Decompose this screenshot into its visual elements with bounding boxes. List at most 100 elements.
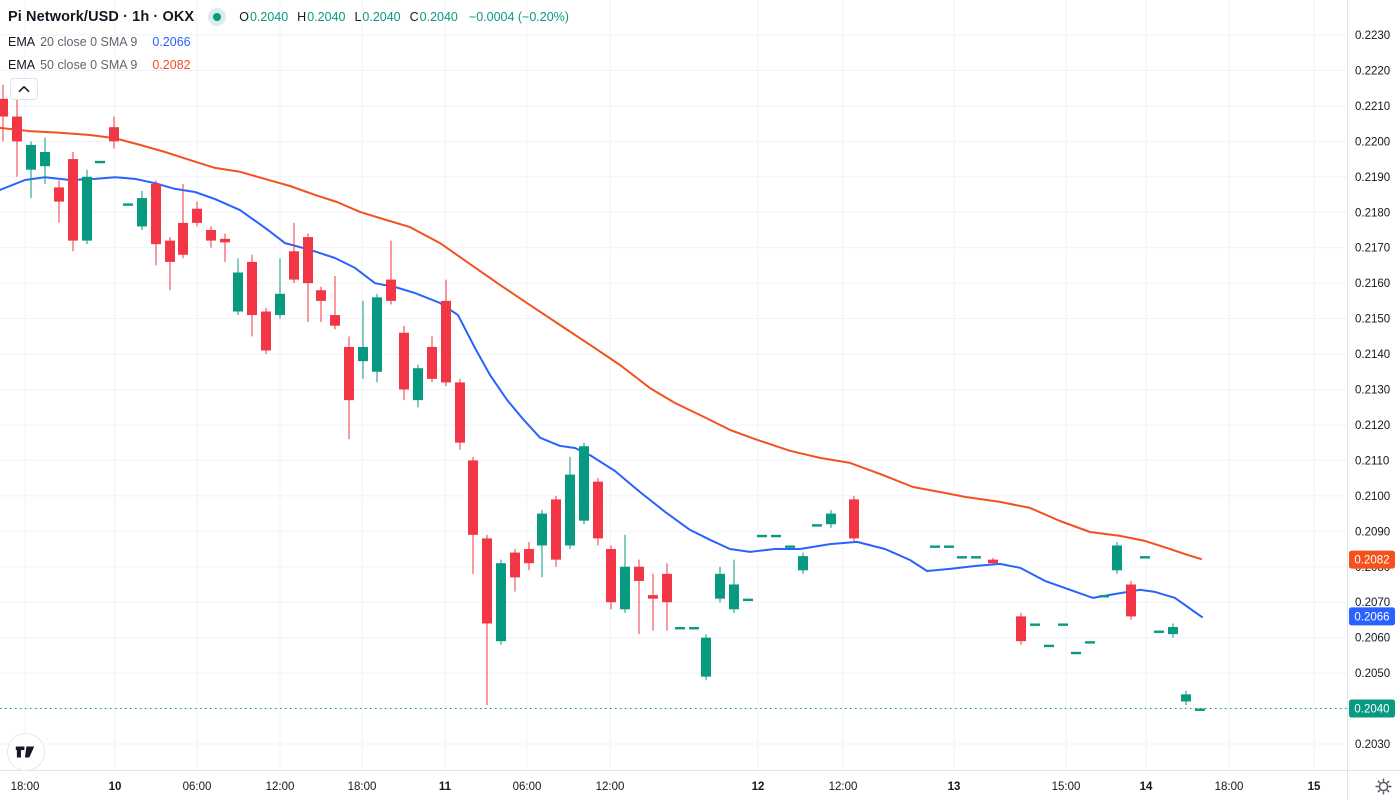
price-tick-label: 0.2210 bbox=[1355, 101, 1390, 113]
candle bbox=[957, 556, 967, 559]
ohlc-open: O0.2040 bbox=[239, 9, 289, 24]
time-tick-label: 14 bbox=[1140, 781, 1153, 793]
candle bbox=[1016, 616, 1026, 642]
candle bbox=[1195, 708, 1205, 711]
candle bbox=[1058, 623, 1068, 626]
axis-settings-button[interactable] bbox=[1374, 777, 1392, 795]
candle bbox=[26, 144, 36, 170]
price-tick-label: 0.2160 bbox=[1355, 278, 1390, 290]
candle bbox=[785, 545, 795, 548]
candle bbox=[1181, 694, 1191, 702]
candle bbox=[1168, 627, 1178, 635]
candle bbox=[95, 160, 105, 164]
candle bbox=[303, 237, 313, 284]
candle bbox=[482, 538, 492, 624]
candle bbox=[206, 229, 216, 241]
price-change: −0.0004 (−0.20%) bbox=[468, 9, 569, 24]
ohlc-low: L0.2040 bbox=[354, 9, 401, 24]
ohlc-close: C0.2040 bbox=[409, 9, 458, 24]
candle bbox=[648, 595, 658, 599]
time-tick-label: 18:00 bbox=[1215, 781, 1244, 793]
candle bbox=[413, 368, 423, 401]
candle bbox=[247, 261, 257, 316]
time-axis[interactable] bbox=[0, 770, 1400, 800]
time-tick-label: 18:00 bbox=[11, 781, 40, 793]
candles bbox=[0, 84, 1205, 711]
price-tick-label: 0.2130 bbox=[1355, 385, 1390, 397]
candle bbox=[988, 559, 998, 564]
candle bbox=[289, 251, 299, 280]
market-status-icon bbox=[208, 7, 227, 26]
candle bbox=[798, 556, 808, 571]
price-badge: 0.2082 bbox=[1349, 550, 1395, 569]
candle bbox=[1099, 595, 1109, 598]
time-tick-label: 12:00 bbox=[829, 781, 858, 793]
candle bbox=[1085, 641, 1095, 644]
svg-text:0.2082: 0.2082 bbox=[1354, 555, 1389, 567]
legend-collapse-button[interactable] bbox=[10, 78, 38, 100]
price-tick-label: 0.2050 bbox=[1355, 668, 1390, 680]
candle bbox=[386, 279, 396, 301]
indicator-ema20[interactable]: EMA 20 close 0 SMA 9 0.2066 bbox=[8, 34, 191, 49]
candle bbox=[715, 573, 725, 599]
price-tick-label: 0.2170 bbox=[1355, 243, 1390, 255]
candle bbox=[68, 159, 78, 241]
candle bbox=[233, 272, 243, 312]
time-tick-label: 18:00 bbox=[348, 781, 377, 793]
candle bbox=[971, 556, 981, 559]
candle bbox=[1154, 630, 1164, 633]
candle bbox=[427, 346, 437, 379]
grid bbox=[0, 0, 1347, 770]
candle bbox=[468, 460, 478, 535]
price-tick-label: 0.2110 bbox=[1355, 455, 1389, 467]
candle bbox=[82, 176, 92, 241]
candle bbox=[316, 290, 326, 301]
candle bbox=[689, 627, 699, 630]
candle bbox=[0, 98, 8, 117]
price-tick-label: 0.2120 bbox=[1355, 420, 1390, 432]
candle bbox=[220, 238, 230, 243]
candle bbox=[701, 637, 711, 677]
time-tick-label: 11 bbox=[439, 781, 452, 793]
indicator-ema20-value: 0.2066 bbox=[152, 34, 191, 49]
svg-text:0.2066: 0.2066 bbox=[1354, 611, 1389, 623]
candle bbox=[524, 549, 534, 564]
price-tick-label: 0.2230 bbox=[1355, 30, 1390, 42]
indicator-ema50-value: 0.2082 bbox=[152, 57, 191, 72]
price-tick-label: 0.2180 bbox=[1355, 207, 1390, 219]
candle bbox=[261, 311, 271, 351]
price-badge: 0.2040 bbox=[1349, 699, 1395, 718]
ohlc-readout: O0.2040 H0.2040 L0.2040 C0.2040 −0.0004 … bbox=[239, 10, 569, 24]
chart-legend: Pi Network/USD · 1h · OKX O0.2040 H0.204… bbox=[8, 6, 569, 73]
price-axis-labels: 0.2230 0.2220 0.2210 0.2200 0.2190 0.2180 0.21… bbox=[1355, 30, 1390, 751]
candle bbox=[275, 293, 285, 316]
line-ema-20 bbox=[0, 176, 1203, 619]
candle bbox=[165, 240, 175, 262]
candle bbox=[510, 552, 520, 578]
chevron-up-icon bbox=[18, 86, 30, 92]
time-tick-label: 15 bbox=[1308, 781, 1321, 793]
price-tick-label: 0.2070 bbox=[1355, 597, 1390, 609]
price-tick-label: 0.2220 bbox=[1355, 65, 1390, 77]
time-tick-label: 13 bbox=[948, 781, 961, 793]
candle bbox=[537, 513, 547, 546]
symbol-title[interactable]: Pi Network/USD · 1h · OKX bbox=[8, 8, 195, 25]
tradingview-logo[interactable] bbox=[7, 733, 45, 771]
candle bbox=[743, 598, 753, 602]
indicator-ema50[interactable]: EMA 50 close 0 SMA 9 0.2082 bbox=[8, 57, 191, 72]
candle bbox=[930, 545, 940, 548]
candle bbox=[1140, 556, 1150, 559]
price-tick-label: 0.2200 bbox=[1355, 136, 1390, 148]
candle bbox=[344, 346, 354, 401]
price-axis[interactable] bbox=[1347, 0, 1400, 800]
candle bbox=[178, 222, 188, 255]
price-tick-label: 0.2190 bbox=[1355, 172, 1390, 184]
time-tick-label: 06:00 bbox=[513, 781, 542, 793]
line-ema-50 bbox=[0, 126, 1202, 560]
candle bbox=[1126, 584, 1136, 617]
candle bbox=[40, 151, 50, 167]
candle bbox=[662, 573, 672, 603]
time-tick-label: 12 bbox=[752, 781, 765, 793]
